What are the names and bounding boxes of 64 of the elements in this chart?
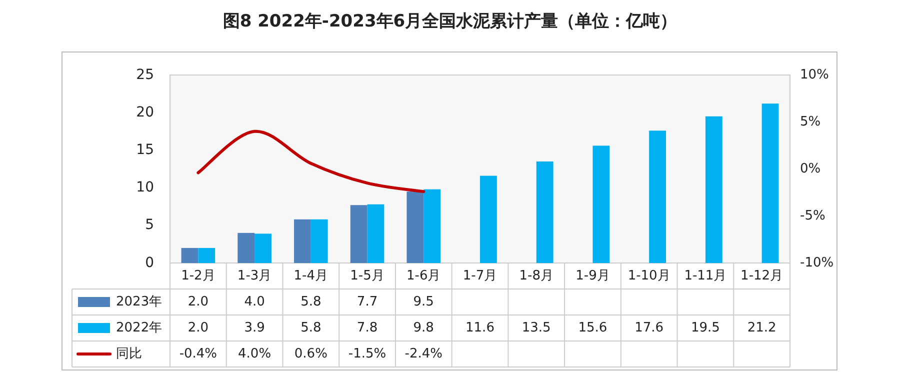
bar (762, 104, 779, 263)
data-label: -1.5% (348, 346, 386, 362)
data-label: 0.6% (294, 346, 328, 362)
bar (592, 146, 610, 263)
bar (480, 176, 497, 263)
bar (705, 116, 722, 263)
bar (181, 248, 198, 263)
data-label: 7.7 (356, 294, 378, 310)
data-label: 19.5 (690, 320, 720, 336)
bar (254, 234, 272, 263)
bar (367, 204, 384, 263)
y-tick-label: 15 (136, 142, 154, 158)
data-label: 7.8 (356, 320, 378, 336)
x-tick-label: 1-5月 (350, 268, 384, 284)
data-label: 17.6 (634, 320, 664, 336)
data-label: 21.2 (747, 320, 776, 336)
bar (238, 232, 255, 263)
data-label: -2.4% (404, 346, 442, 362)
bar (536, 161, 554, 263)
data-label: 11.6 (466, 320, 494, 336)
bar (198, 248, 216, 263)
bar (406, 192, 424, 263)
x-tick-label: 1-8月 (519, 268, 554, 284)
y2-tick-label: -5% (800, 208, 826, 224)
data-label: 9.5 (413, 294, 434, 310)
chart-title: 图8 2022年-2023年6月全国水泥累计产量（单位：亿吨） (222, 12, 678, 32)
line-series (196, 130, 426, 194)
data-label: 2.0 (188, 320, 209, 336)
y2-tick-label: 10% (800, 68, 829, 83)
data-label: 9.8 (413, 320, 434, 336)
x-tick-label: 1-3月 (237, 268, 272, 284)
y-tick-label: 5 (145, 217, 154, 234)
bar (294, 219, 311, 263)
data-label: 5.8 (300, 294, 322, 310)
legend-label: 2022年 (116, 320, 162, 336)
y2-tick-label: 0% (800, 162, 821, 177)
x-tick-label: 1-12月 (740, 268, 784, 284)
data-label: 4.0 (244, 294, 265, 310)
data-label: 2.0 (188, 294, 209, 310)
data-label: 3.9 (244, 320, 265, 336)
x-tick-label: 1-10月 (628, 268, 670, 284)
data-label: 5.8 (300, 320, 322, 336)
data-label: 15.6 (578, 320, 608, 336)
legend-label: 同比 (116, 346, 142, 362)
bar (649, 130, 666, 263)
y-tick-label: 10 (136, 180, 154, 196)
bar (424, 189, 441, 263)
y2-tick-label: 5% (800, 114, 821, 130)
y2-tick-label: -10% (800, 256, 834, 271)
data-label: 13.5 (522, 320, 551, 336)
x-tick-label: 1-4月 (294, 268, 328, 284)
x-tick-label: 1-7月 (462, 268, 498, 284)
y-tick-label: 20 (136, 104, 154, 120)
data-label: -0.4% (179, 346, 218, 362)
x-tick-label: 1-2月 (181, 268, 216, 284)
legend-label: 2023年 (116, 294, 162, 310)
y-tick-label: 25 (136, 66, 154, 83)
y-tick-label: 0 (145, 254, 154, 271)
x-tick-label: 1-6月 (406, 268, 441, 284)
bar (310, 219, 328, 263)
x-tick-label: 1-9月 (576, 268, 610, 284)
x-tick-label: 1-11月 (684, 268, 727, 284)
data-label: 4.0% (238, 346, 272, 362)
bar (350, 205, 368, 263)
